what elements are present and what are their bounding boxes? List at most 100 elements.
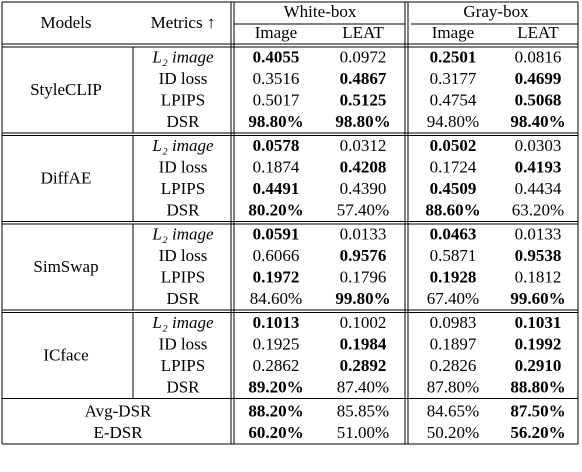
metric: L₂ image	[151, 48, 214, 67]
cell: 99.60%	[510, 289, 565, 308]
cell: 0.4754	[430, 91, 477, 110]
cell: 88.80%	[510, 378, 565, 397]
cell: 0.4491	[253, 179, 300, 198]
cell: 51.00%	[337, 423, 389, 442]
cell: 0.1724	[430, 158, 477, 177]
header-group: White-box	[284, 2, 357, 21]
cell: 0.1031	[515, 313, 562, 332]
cell: 0.4193	[515, 158, 562, 177]
cell: 98.80%	[335, 112, 390, 131]
cell: 0.4390	[340, 179, 387, 198]
cell: 0.2501	[430, 48, 477, 67]
metric: DSR	[166, 112, 200, 131]
cell: 0.2892	[340, 356, 387, 375]
cell: 0.1928	[430, 268, 477, 287]
cell: 50.20%	[427, 423, 479, 442]
cell: 0.0133	[515, 225, 562, 244]
summary-label: Avg-DSR	[85, 402, 152, 421]
cell: 0.5017	[253, 91, 300, 110]
metric: DSR	[166, 201, 200, 220]
cell: 0.1812	[515, 268, 562, 287]
cell: 0.1002	[340, 313, 387, 332]
cell: 0.3516	[253, 69, 300, 88]
cell: 0.1992	[515, 335, 562, 354]
metric: L₂ image	[151, 225, 214, 244]
cell: 0.5871	[430, 246, 477, 265]
cell: 0.4699	[515, 69, 562, 88]
cell: 0.2826	[430, 356, 477, 375]
metric: ID loss	[159, 246, 208, 265]
cell: 0.0591	[253, 225, 300, 244]
cell: 98.40%	[510, 112, 565, 131]
header-column: Image	[255, 23, 297, 42]
cell: 0.3177	[430, 69, 477, 88]
cell: 99.80%	[335, 289, 390, 308]
cell: 0.0983	[430, 313, 477, 332]
model: ICface	[43, 345, 88, 364]
cell: 67.40%	[427, 289, 479, 308]
cell: 57.40%	[337, 201, 389, 220]
cell: 0.0463	[430, 225, 477, 244]
cell: 0.4434	[515, 179, 562, 198]
cell: 63.20%	[512, 201, 564, 220]
model: StyleCLIP	[30, 80, 102, 99]
header-column: LEAT	[342, 23, 384, 42]
metric: LPIPS	[161, 268, 205, 287]
metric: ID loss	[159, 158, 208, 177]
cell: 0.1897	[430, 335, 477, 354]
metric: ID loss	[159, 335, 208, 354]
cell: 0.4055	[253, 48, 300, 67]
cell: 0.0303	[515, 136, 562, 155]
cell: 0.9576	[340, 246, 387, 265]
cell: 56.20%	[510, 423, 565, 442]
cell: 0.1972	[253, 268, 300, 287]
cell: 88.60%	[425, 201, 480, 220]
cell: 0.2910	[515, 356, 562, 375]
cell: 0.0133	[340, 225, 387, 244]
header-column: Image	[432, 23, 474, 42]
summary-label: E-DSR	[93, 423, 143, 442]
cell: 84.60%	[250, 289, 302, 308]
metric: L₂ image	[151, 136, 214, 155]
cell: 87.40%	[337, 378, 389, 397]
header-group: Gray-box	[463, 2, 529, 21]
cell: 0.1925	[253, 335, 300, 354]
metric: LPIPS	[161, 91, 205, 110]
cell: 0.1874	[253, 158, 300, 177]
cell: 0.4208	[340, 158, 387, 177]
metric: LPIPS	[161, 179, 205, 198]
cell: 0.0972	[340, 48, 387, 67]
cell: 0.9538	[515, 246, 562, 265]
header-column: LEAT	[517, 23, 559, 42]
cell: 84.65%	[427, 402, 479, 421]
cell: 0.4509	[430, 179, 477, 198]
cell: 85.85%	[337, 402, 389, 421]
cell: 89.20%	[248, 378, 303, 397]
model: DiffAE	[41, 168, 92, 187]
cell: 60.20%	[248, 423, 303, 442]
cell: 0.1013	[253, 313, 300, 332]
cell: 80.20%	[248, 201, 303, 220]
cell: 87.50%	[510, 402, 565, 421]
cell: 0.4867	[340, 69, 387, 88]
header-metrics: Metrics ↑	[151, 13, 216, 32]
cell: 0.1984	[340, 335, 387, 354]
cell: 0.2862	[253, 356, 300, 375]
cell: 88.20%	[248, 402, 303, 421]
cell: 0.6066	[253, 246, 300, 265]
cell: 0.5125	[340, 91, 387, 110]
cell: 0.0816	[515, 48, 562, 67]
cell: 0.0578	[253, 136, 300, 155]
metric: DSR	[166, 378, 200, 397]
metric: L₂ image	[151, 313, 214, 332]
cell: 0.0312	[340, 136, 387, 155]
metric: LPIPS	[161, 356, 205, 375]
cell: 94.80%	[427, 112, 479, 131]
metric: DSR	[166, 289, 200, 308]
cell: 87.80%	[427, 378, 479, 397]
metric: ID loss	[159, 69, 208, 88]
cell: 98.80%	[248, 112, 303, 131]
cell: 0.1796	[340, 268, 387, 287]
header-models: Models	[41, 13, 92, 32]
